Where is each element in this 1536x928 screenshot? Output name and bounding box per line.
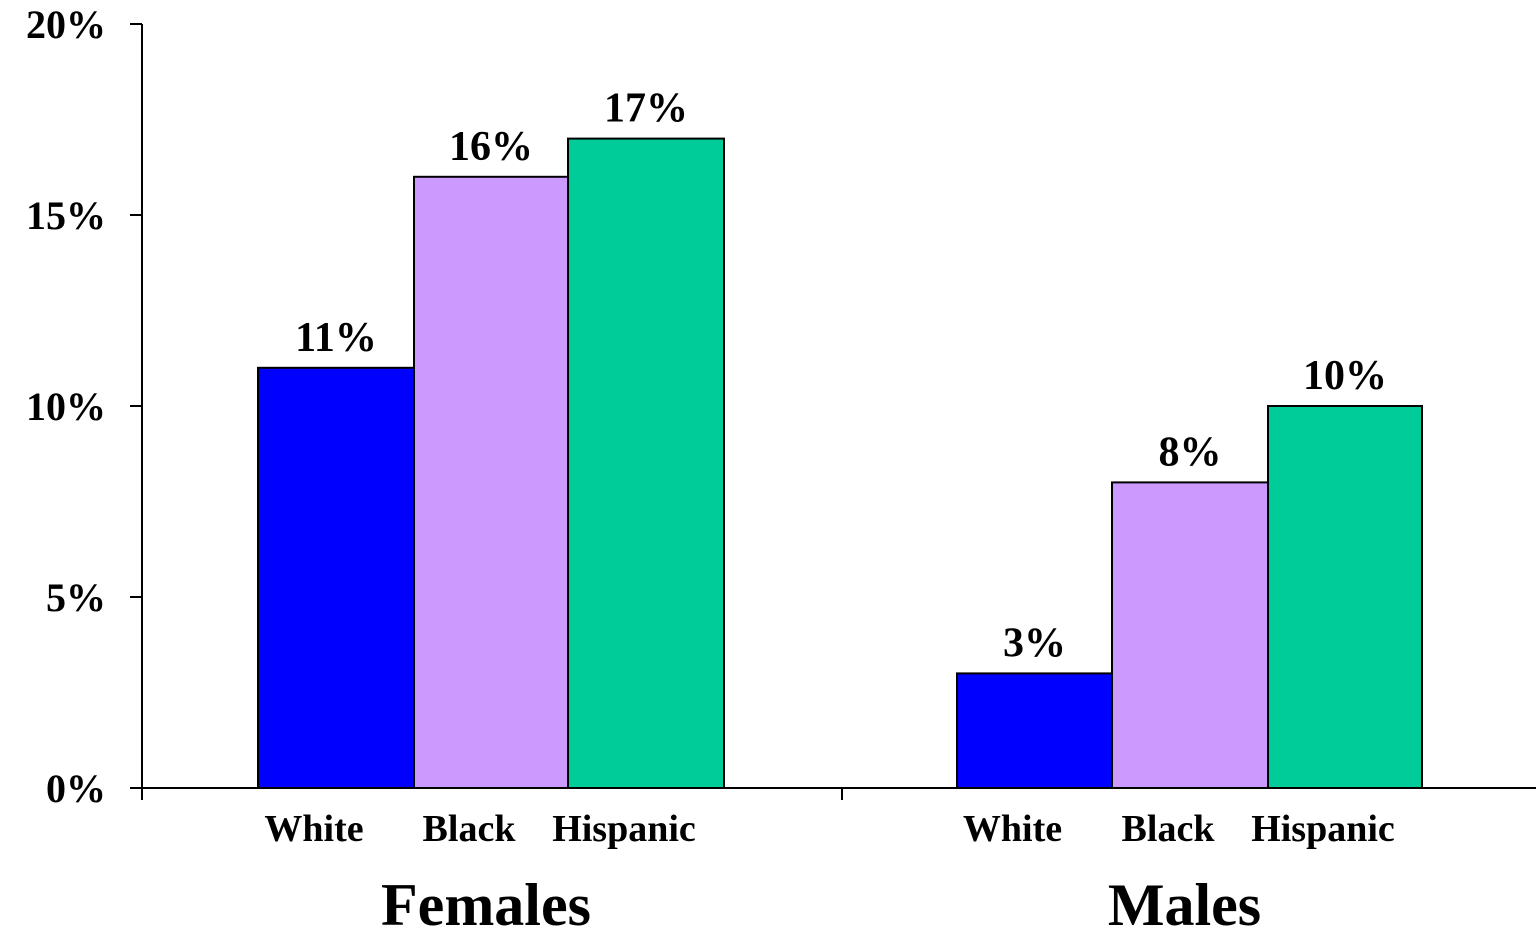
- y-tick-label: 0%: [46, 766, 106, 811]
- y-tick-label: 5%: [46, 575, 106, 620]
- bar-females-white: [257, 366, 415, 789]
- x-axis: White Black Hispanic Females White Black Hispa…: [141, 787, 1536, 928]
- data-labels: 11% 16% 17% 3% 8% 10%: [295, 86, 1387, 667]
- data-label: 16%: [449, 124, 533, 170]
- data-label: 11%: [295, 315, 377, 361]
- y-tick-label: 15%: [26, 193, 106, 238]
- data-label: 17%: [604, 86, 688, 132]
- bar-males-white: [956, 672, 1113, 790]
- x-category-label: Black: [423, 808, 517, 850]
- x-category-label: Black: [1122, 808, 1216, 850]
- group-label-males: Males: [1108, 872, 1261, 928]
- bars: [257, 137, 1423, 790]
- data-label: 8%: [1159, 429, 1222, 475]
- y-tick-label: 20%: [26, 2, 106, 47]
- x-category-label: Hispanic: [552, 808, 696, 850]
- x-category-label: White: [963, 808, 1062, 850]
- bar-females-black: [413, 175, 569, 790]
- bar-females-hispanic: [567, 137, 725, 790]
- y-tick-label: 10%: [26, 384, 106, 429]
- x-category-label: White: [264, 808, 363, 850]
- bar-males-hispanic: [1267, 405, 1423, 789]
- x-category-label: Hispanic: [1251, 808, 1395, 850]
- bar-males-black: [1111, 481, 1269, 789]
- y-axis: 0% 5% 10% 15% 20%: [26, 2, 143, 811]
- data-label: 10%: [1303, 353, 1387, 399]
- data-label: 3%: [1003, 620, 1066, 666]
- group-label-females: Females: [381, 872, 591, 928]
